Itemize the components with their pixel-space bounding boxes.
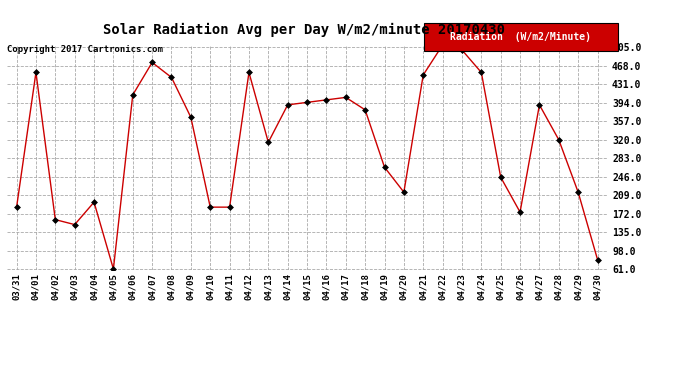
- Text: Radiation  (W/m2/Minute): Radiation (W/m2/Minute): [451, 32, 591, 42]
- Text: Solar Radiation Avg per Day W/m2/minute 20170430: Solar Radiation Avg per Day W/m2/minute …: [103, 22, 504, 37]
- Text: Copyright 2017 Cartronics.com: Copyright 2017 Cartronics.com: [7, 45, 163, 54]
